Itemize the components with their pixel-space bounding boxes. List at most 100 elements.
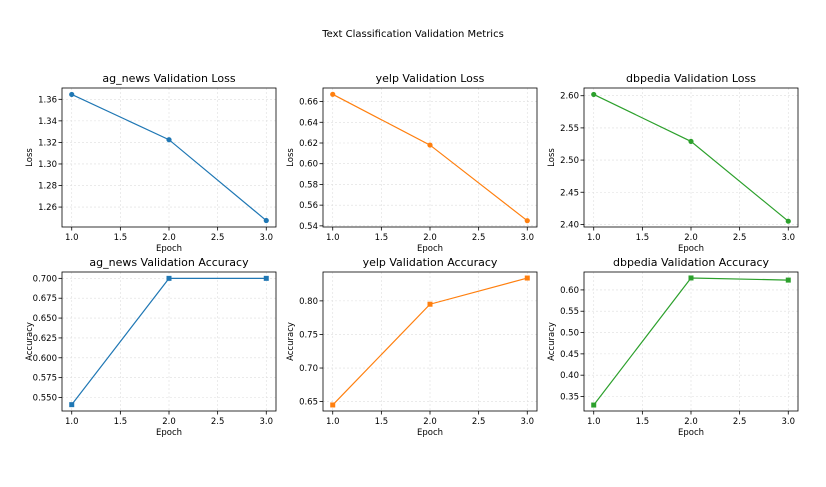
y-tick-label: 0.66 <box>299 98 318 108</box>
subplot-title: yelp Validation Loss <box>376 72 485 85</box>
x-tick-label: 1.0 <box>587 417 601 427</box>
x-tick-label: 1.5 <box>375 233 389 243</box>
data-point <box>263 275 269 281</box>
y-tick-label: 1.28 <box>38 182 57 192</box>
data-point <box>330 91 336 97</box>
x-axis-label: Epoch <box>417 244 443 254</box>
x-tick-label: 1.0 <box>326 417 340 427</box>
x-axis-label: Epoch <box>156 244 182 254</box>
y-tick-label: 0.35 <box>560 393 579 403</box>
x-tick-label: 2.0 <box>162 233 176 243</box>
data-point <box>166 137 172 143</box>
x-tick-label: 1.5 <box>636 233 650 243</box>
y-axis-label: Accuracy <box>547 322 557 361</box>
data-point <box>591 91 597 98</box>
x-tick-label: 1.0 <box>65 417 79 427</box>
x-tick-label: 2.0 <box>684 417 698 427</box>
x-tick-label: 1.0 <box>587 233 601 243</box>
subplot-title: dbpedia Validation Accuracy <box>613 256 770 269</box>
y-tick-label: 2.60 <box>560 92 579 102</box>
subplot-title: ag_news Validation Accuracy <box>89 256 249 269</box>
data-point <box>688 138 694 145</box>
y-tick-label: 0.58 <box>299 180 318 190</box>
subplot-title: yelp Validation Accuracy <box>363 256 498 269</box>
data-point <box>263 217 269 224</box>
y-tick-label: 0.62 <box>299 139 318 149</box>
y-tick-label: 2.40 <box>560 220 579 230</box>
x-tick-label: 2.0 <box>162 417 176 427</box>
subplot-2: 1.0 1.5 2.0 2.5 3.0 0.54 0.56 0.58 0.60 0.62 0.64 0… <box>286 72 538 254</box>
x-tick-label: 3.0 <box>260 417 274 427</box>
figure-title: Text Classification Validation Metrics <box>321 29 504 40</box>
data-point <box>785 218 791 224</box>
y-tick-label: 2.55 <box>560 124 579 134</box>
y-tick-label: 0.625 <box>33 334 57 344</box>
y-tick-label: 1.32 <box>38 138 57 148</box>
x-axis-label: Epoch <box>678 428 704 438</box>
x-tick-label: 3.0 <box>521 417 535 427</box>
data-point <box>427 301 433 307</box>
y-tick-label: 0.56 <box>299 201 318 211</box>
y-tick-label: 0.54 <box>299 222 318 232</box>
x-tick-label: 2.5 <box>472 233 486 243</box>
y-tick-label: 2.50 <box>560 156 579 166</box>
data-point <box>69 402 75 408</box>
subplot-6: 1.0 1.5 2.0 2.5 3.0 0.35 0.40 0.45 0.50 0.55 0.60 d… <box>547 256 799 438</box>
x-tick-label: 1.5 <box>375 417 389 427</box>
y-tick-label: 1.34 <box>38 117 57 127</box>
y-tick-label: 0.45 <box>560 350 579 360</box>
data-point <box>69 91 75 98</box>
y-tick-label: 1.26 <box>38 203 57 213</box>
y-tick-label: 0.600 <box>33 354 57 364</box>
subplot-3: 1.0 1.5 2.0 2.5 3.0 2.40 2.45 2.50 2.55 2.60 dbped… <box>547 72 799 254</box>
y-axis-label: Accuracy <box>286 322 296 361</box>
data-point <box>166 275 172 281</box>
x-axis-label: Epoch <box>156 428 182 438</box>
data-point <box>427 142 433 148</box>
data-point <box>524 275 530 281</box>
y-tick-label: 0.80 <box>299 297 318 307</box>
y-tick-label: 0.70 <box>299 364 318 374</box>
x-axis-label: Epoch <box>417 428 443 438</box>
y-axis-label: Loss <box>286 148 296 167</box>
x-tick-label: 2.5 <box>472 417 486 427</box>
y-tick-label: 1.30 <box>38 160 57 170</box>
subplot-1: 1.0 1.5 2.0 2.5 3.0 1.26 1.28 1.30 1.32 1.34 1.36 a… <box>25 72 277 254</box>
y-axis-label: Accuracy <box>25 322 35 361</box>
x-tick-label: 3.0 <box>260 233 274 243</box>
y-axis-label: Loss <box>25 148 35 167</box>
x-tick-label: 3.0 <box>782 417 796 427</box>
x-axis-label: Epoch <box>678 244 704 254</box>
y-tick-label: 0.64 <box>299 118 318 128</box>
data-point <box>688 275 694 281</box>
x-tick-label: 1.0 <box>326 233 340 243</box>
y-tick-label: 2.45 <box>560 188 579 198</box>
data-point <box>524 218 530 224</box>
data-point <box>330 402 336 408</box>
x-tick-label: 3.0 <box>782 233 796 243</box>
y-tick-label: 0.65 <box>299 398 318 408</box>
subplot-title: dbpedia Validation Loss <box>626 72 756 85</box>
subplots-grid: 1.0 1.5 2.0 2.5 3.0 1.26 1.28 1.30 1.32 1.34 1.36 a… <box>25 72 799 438</box>
y-tick-label: 0.60 <box>560 286 579 296</box>
y-tick-label: 1.36 <box>38 95 57 105</box>
y-axis-label: Loss <box>547 148 557 167</box>
x-tick-label: 2.5 <box>733 417 747 427</box>
y-tick-label: 0.75 <box>299 330 318 340</box>
x-tick-label: 1.0 <box>65 233 79 243</box>
y-tick-label: 0.60 <box>299 160 318 170</box>
x-tick-label: 1.5 <box>114 233 128 243</box>
y-tick-label: 0.575 <box>33 374 57 384</box>
x-tick-label: 2.0 <box>684 233 698 243</box>
y-tick-label: 0.40 <box>560 371 579 381</box>
x-tick-label: 2.5 <box>733 233 747 243</box>
x-tick-label: 2.0 <box>423 417 437 427</box>
x-tick-label: 2.0 <box>423 233 437 243</box>
data-point <box>785 277 791 283</box>
y-tick-label: 0.550 <box>33 393 57 403</box>
y-tick-label: 0.675 <box>33 294 57 304</box>
y-tick-label: 0.55 <box>560 307 579 317</box>
x-tick-label: 2.5 <box>211 233 225 243</box>
y-tick-label: 0.50 <box>560 329 579 339</box>
